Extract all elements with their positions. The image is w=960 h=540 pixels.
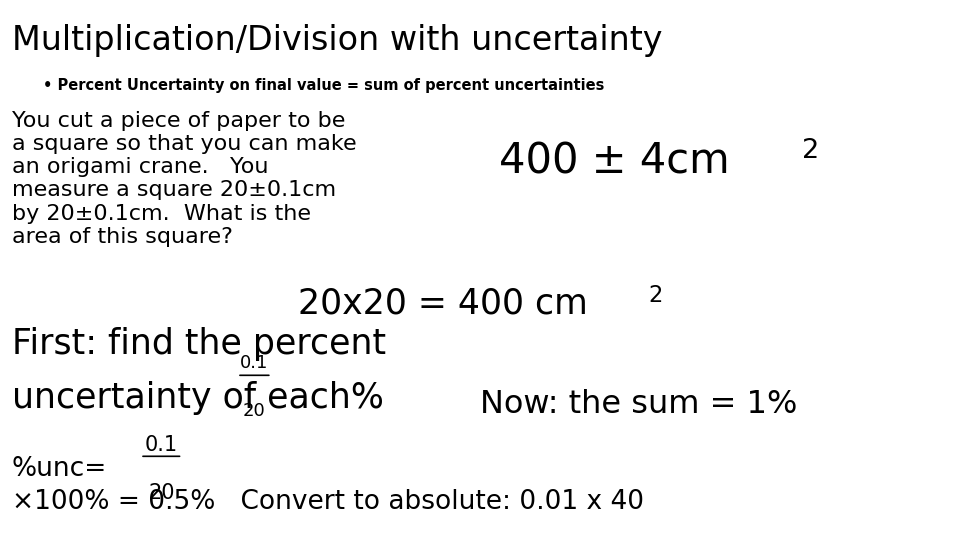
Text: 20: 20 (243, 402, 266, 420)
Text: 0.1: 0.1 (240, 354, 269, 372)
Text: uncertainty of each%: uncertainty of each% (12, 381, 383, 415)
Text: 2: 2 (648, 284, 662, 307)
Text: 2: 2 (802, 138, 819, 164)
Text: • Percent Uncertainty on final value = sum of percent uncertainties: • Percent Uncertainty on final value = s… (43, 78, 605, 93)
Text: 0.1: 0.1 (145, 435, 178, 455)
Text: You cut a piece of paper to be
a square so that you can make
an origami crane.  : You cut a piece of paper to be a square … (12, 111, 356, 247)
Text: Now: the sum = 1%: Now: the sum = 1% (480, 389, 798, 420)
Text: %unc=: %unc= (12, 456, 107, 482)
Text: 20x20 = 400 cm: 20x20 = 400 cm (298, 286, 588, 320)
Text: ×100% = 0.5%   Convert to absolute: 0.01 x 40: ×100% = 0.5% Convert to absolute: 0.01 x… (12, 489, 643, 515)
Text: 20: 20 (148, 483, 175, 503)
Text: 400 ± 4cm: 400 ± 4cm (499, 140, 730, 183)
Text: Multiplication/Division with uncertainty: Multiplication/Division with uncertainty (12, 24, 662, 57)
Text: First: find the percent: First: find the percent (12, 327, 386, 361)
